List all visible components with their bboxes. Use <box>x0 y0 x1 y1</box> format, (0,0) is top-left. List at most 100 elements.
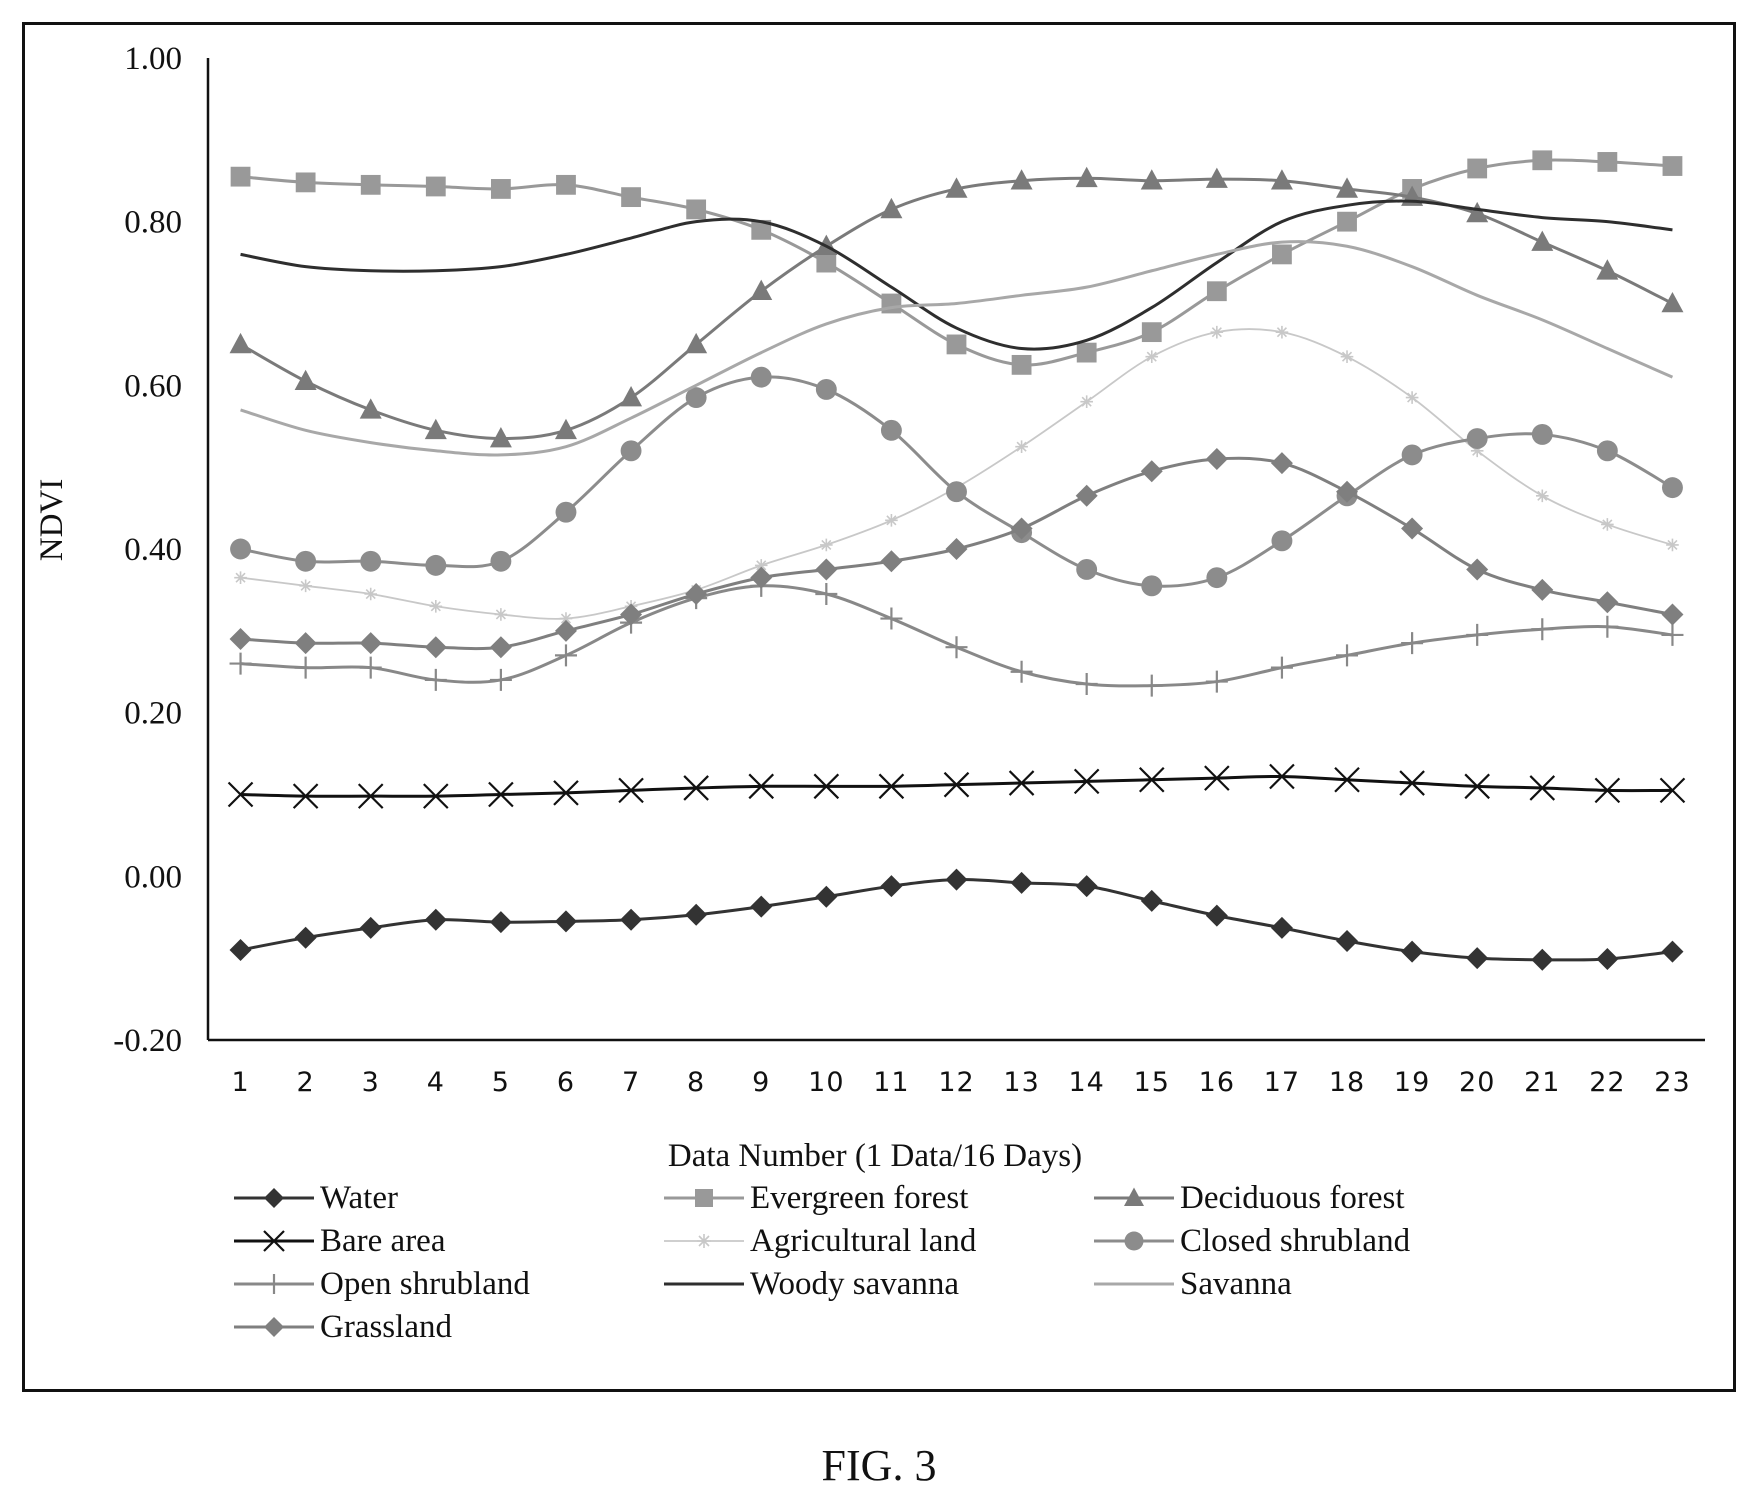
data-point <box>1008 770 1035 796</box>
data-point <box>1531 230 1554 251</box>
series-evergreen-forest <box>230 150 1683 375</box>
y-tick-label: -0.20 <box>113 1023 182 1059</box>
x-tick-label: 20 <box>1459 1067 1495 1098</box>
data-point <box>820 538 833 552</box>
data-point <box>1466 428 1488 449</box>
data-point <box>424 418 447 440</box>
data-point <box>1466 558 1489 581</box>
data-point <box>1531 618 1554 641</box>
data-point <box>1666 538 1679 552</box>
data-point <box>229 938 252 961</box>
data-point <box>295 172 316 193</box>
data-point <box>683 775 709 801</box>
legend-item-agricultural-land: Agricultural land <box>662 1219 976 1263</box>
legend-swatch <box>664 1189 744 1207</box>
legend-item-closed-shrubland: Closed shrubland <box>1092 1219 1410 1263</box>
data-point <box>359 632 382 655</box>
data-point <box>1270 169 1293 190</box>
data-point <box>360 174 381 195</box>
series-line <box>240 878 1673 962</box>
legend-label: Woody savanna <box>750 1265 960 1302</box>
legend-item-savanna: Savanna <box>1092 1262 1292 1306</box>
series-savanna <box>240 240 1674 457</box>
x-tick-label: 4 <box>427 1067 445 1098</box>
series-layer <box>227 150 1686 971</box>
data-point <box>1594 777 1621 804</box>
series-woody-savanna <box>240 199 1673 351</box>
data-point <box>1466 947 1489 970</box>
x-tick-label: 14 <box>1068 1067 1104 1098</box>
x-tick-label: 18 <box>1329 1067 1365 1098</box>
legend-swatch <box>1094 1231 1174 1251</box>
x-tick-label: 17 <box>1264 1067 1300 1098</box>
data-point <box>686 199 707 220</box>
data-point <box>621 187 641 208</box>
data-point <box>1271 530 1293 552</box>
data-point <box>1076 559 1098 580</box>
series-deciduous-forest <box>229 166 1684 448</box>
data-point <box>1145 350 1159 363</box>
data-point <box>815 885 838 908</box>
x-tick-label: 13 <box>1003 1067 1039 1098</box>
data-point <box>620 603 643 626</box>
data-point <box>697 1234 711 1248</box>
legend-label: Open shrubland <box>320 1265 530 1302</box>
data-point <box>1205 447 1228 470</box>
y-tick-label: 0.00 <box>124 859 182 895</box>
data-point <box>1272 244 1292 265</box>
legend-swatch <box>234 1188 314 1208</box>
data-point <box>1140 889 1163 912</box>
data-point <box>425 176 446 197</box>
data-point <box>880 550 903 573</box>
data-point <box>878 773 905 800</box>
data-point <box>1275 325 1289 339</box>
data-point <box>1401 444 1423 466</box>
data-point <box>1336 480 1359 503</box>
data-point <box>1662 156 1683 176</box>
x-tick-label: 6 <box>557 1067 575 1098</box>
y-tick-label: 0.60 <box>124 368 182 404</box>
data-point <box>1270 656 1293 679</box>
x-tick-label: 1 <box>231 1067 249 1098</box>
data-point <box>945 868 968 891</box>
series-water <box>229 868 1684 971</box>
data-point <box>1535 489 1549 503</box>
data-point <box>1601 518 1614 531</box>
legend-swatch <box>1094 1187 1174 1206</box>
data-point <box>885 514 898 527</box>
data-point <box>1596 615 1619 638</box>
x-tick-label: 11 <box>873 1067 909 1098</box>
legend-swatch <box>1094 1282 1174 1286</box>
axes <box>206 58 1705 1042</box>
legend-swatch <box>664 1234 744 1248</box>
legend-item-grassland: Grassland <box>232 1305 452 1349</box>
data-point <box>1140 169 1163 190</box>
legend-label: Agricultural land <box>750 1222 977 1259</box>
data-point <box>1075 673 1098 696</box>
y-tick-label: 0.80 <box>124 205 182 241</box>
data-point <box>943 771 970 798</box>
data-point <box>1075 484 1098 507</box>
x-tick-label: 3 <box>362 1067 380 1098</box>
data-point <box>1597 152 1618 172</box>
series-line <box>240 328 1673 620</box>
data-point <box>1467 158 1488 179</box>
series-line <box>240 240 1674 457</box>
data-point <box>227 781 254 808</box>
series-line <box>240 774 1673 798</box>
data-point <box>1080 395 1093 408</box>
data-point <box>1205 167 1228 188</box>
legend-item-water: Water <box>232 1176 398 1220</box>
data-point <box>1661 291 1684 313</box>
data-point <box>429 599 443 613</box>
data-point <box>1124 1187 1144 1206</box>
x-tick-label: 12 <box>938 1067 974 1098</box>
data-point <box>1529 775 1556 801</box>
data-point <box>424 636 447 659</box>
data-point <box>1659 777 1686 804</box>
data-point <box>1336 177 1359 198</box>
data-point <box>1010 660 1033 683</box>
data-point <box>1010 871 1033 894</box>
figure-caption: FIG. 3 <box>821 1441 937 1490</box>
